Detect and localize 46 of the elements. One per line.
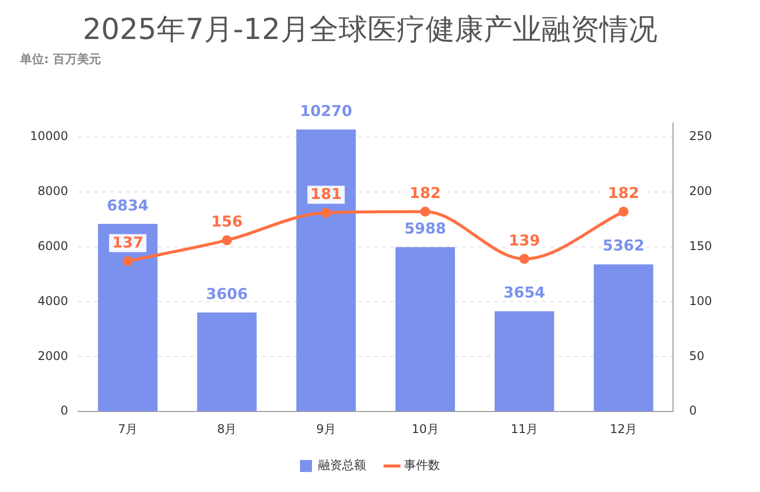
- bar: [594, 264, 654, 412]
- bar: [296, 130, 356, 412]
- data-label: 5988: [404, 220, 446, 238]
- x-tick-label: 12月: [610, 422, 638, 436]
- y-tick-label: 6000: [38, 238, 68, 253]
- y-tick-label: 0: [60, 404, 68, 418]
- y-tick-label: 8000: [38, 184, 68, 198]
- data-label: 182: [608, 184, 640, 202]
- x-tick-label: 9月: [316, 422, 336, 436]
- data-label: 5362: [602, 236, 644, 255]
- data-label: 6834: [106, 196, 149, 214]
- chart-subtitle: 单位: 百万美元: [19, 52, 101, 66]
- data-label: 3654: [503, 284, 546, 302]
- point: [618, 206, 629, 217]
- bar: [98, 224, 158, 412]
- y2-tick-label: 250: [689, 129, 712, 144]
- point: [519, 254, 530, 264]
- bar: [494, 311, 554, 412]
- x-tick-label: 10月: [412, 422, 439, 436]
- data-label: 181: [310, 185, 342, 204]
- data-label: 10270: [300, 102, 352, 120]
- x-tick-label: 8月: [217, 422, 237, 436]
- data-label: 182: [410, 184, 441, 202]
- y-tick-label: 4000: [38, 294, 68, 308]
- data-label: 137: [112, 233, 144, 252]
- bar: [197, 312, 257, 412]
- legend-label: 事件数: [404, 458, 440, 472]
- point: [122, 256, 133, 266]
- chart-title: 2025年7月-12月全球医疗健康产业融资情况: [82, 12, 658, 46]
- data-label: 3606: [206, 284, 248, 303]
- bar: [395, 247, 455, 412]
- x-tick-label: 7月: [118, 422, 138, 436]
- y2-tick-label: 0: [689, 404, 697, 418]
- point: [222, 235, 232, 246]
- point: [420, 206, 430, 217]
- y2-tick-label: 100: [689, 294, 712, 308]
- y2-tick-label: 200: [689, 184, 712, 198]
- data-label: 156: [211, 212, 243, 231]
- y2-tick-label: 150: [689, 238, 712, 253]
- y-tick-label: 10000: [30, 129, 68, 144]
- point: [321, 208, 332, 218]
- y-tick-label: 2000: [38, 348, 68, 363]
- y2-tick-label: 50: [689, 348, 704, 363]
- x-tick-label: 11月: [510, 422, 538, 436]
- legend-label: 融资总额: [318, 458, 366, 472]
- data-label: 139: [508, 231, 540, 250]
